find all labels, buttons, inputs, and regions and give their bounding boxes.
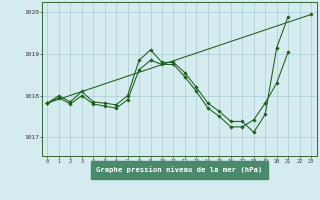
X-axis label: Graphe pression niveau de la mer (hPa): Graphe pression niveau de la mer (hPa) xyxy=(96,167,262,173)
